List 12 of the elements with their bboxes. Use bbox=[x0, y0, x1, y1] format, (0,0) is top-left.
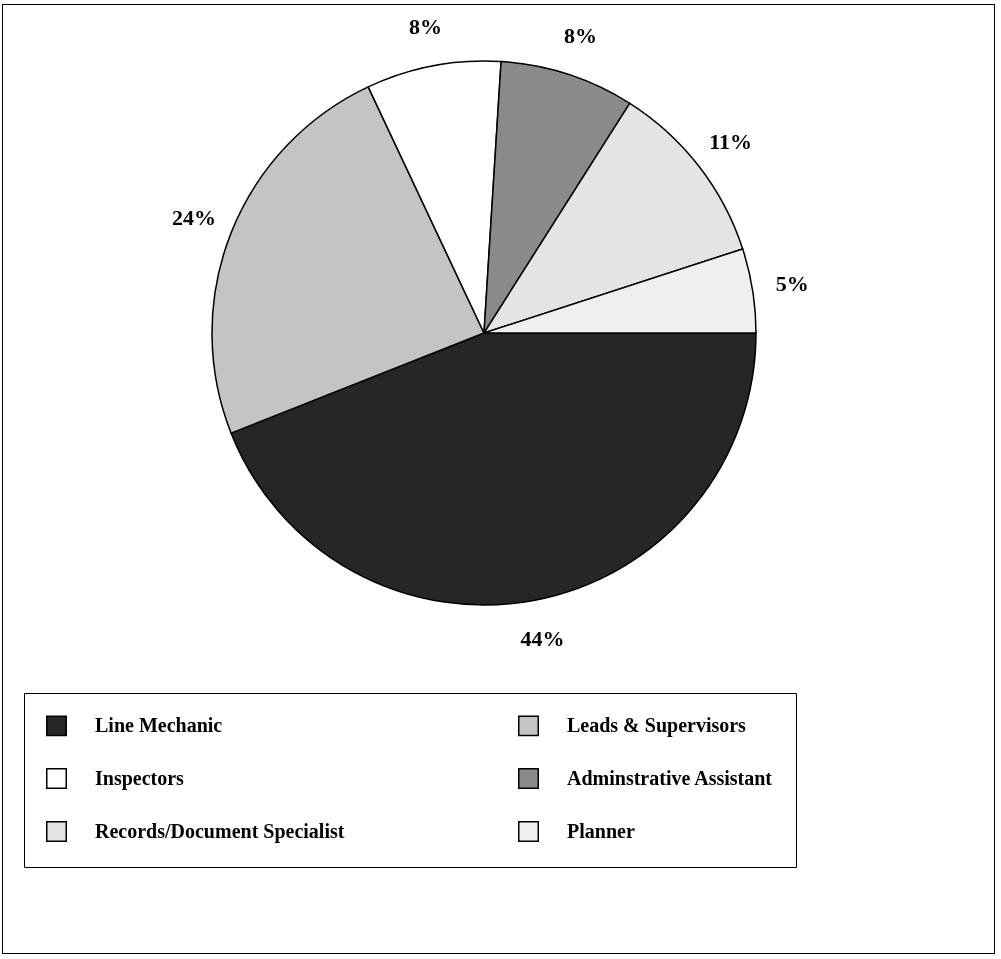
legend-label: Adminstrative Assistant bbox=[567, 766, 773, 789]
legend-label: Records/Document Specialist bbox=[95, 819, 345, 843]
legend-label: Planner bbox=[567, 819, 635, 842]
data-label: 24% bbox=[171, 205, 216, 231]
legend-label: Leads & Supervisors bbox=[567, 713, 747, 737]
data-label: 8% bbox=[409, 13, 443, 39]
data-label: 44% bbox=[520, 626, 565, 652]
data-label: 8% bbox=[563, 23, 597, 49]
legend-label: Line Mechanic bbox=[95, 713, 223, 736]
legend-label: Inspectors bbox=[95, 766, 185, 790]
data-label: 11% bbox=[709, 128, 752, 154]
data-label: 5% bbox=[775, 271, 809, 297]
